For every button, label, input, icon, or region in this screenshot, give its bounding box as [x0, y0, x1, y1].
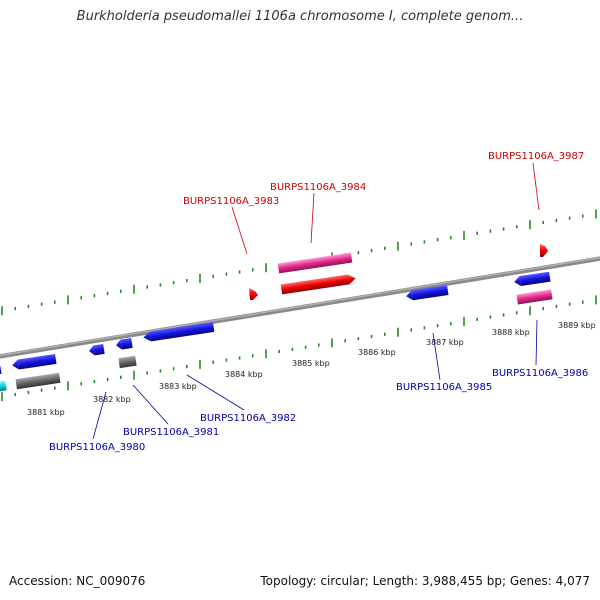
leader-line-3983	[231, 206, 248, 255]
leader-line-3982	[186, 374, 245, 411]
gene-label-3984[interactable]: BURPS1106A_3984	[270, 182, 366, 193]
leader-line-3981	[132, 384, 169, 425]
scale-label: 3881 kbp	[27, 408, 65, 417]
scale-label: 3883 kbp	[159, 382, 197, 391]
tick-track-lower	[1, 295, 597, 402]
gene-3981-blue[interactable]	[115, 338, 133, 350]
tick-track-upper	[1, 209, 597, 316]
gene-label-3982[interactable]: BURPS1106A_3982	[200, 413, 296, 424]
gene-3986-pink[interactable]	[516, 289, 553, 305]
accession-text: Accession: NC_009076	[9, 574, 146, 588]
gene-label-3983[interactable]: BURPS1106A_3983	[183, 196, 279, 207]
gene-3982-blue[interactable]	[143, 322, 215, 342]
leader-line-3985	[432, 332, 441, 381]
leader-line-3986	[535, 319, 538, 366]
gene-label-3986[interactable]: BURPS1106A_3986	[492, 368, 588, 379]
gene-3987-red[interactable]	[540, 244, 548, 257]
gene-3980-gray[interactable]	[15, 372, 61, 390]
leader-line-3980	[92, 391, 107, 440]
gene-label-3980[interactable]: BURPS1106A_3980	[49, 442, 145, 453]
leader-line-3984	[310, 192, 315, 244]
scale-label: 3889 kbp	[558, 321, 596, 330]
chromosome-backbone	[0, 256, 600, 359]
gene-3984-red[interactable]	[280, 273, 357, 295]
gene-3983-red[interactable]	[249, 288, 258, 300]
gene-blue-edge[interactable]	[0, 365, 2, 376]
leader-line-3987	[532, 162, 540, 211]
gene-cyan[interactable]	[0, 380, 7, 393]
gene-label-3981[interactable]: BURPS1106A_3981	[123, 427, 219, 438]
scale-label: 3887 kbp	[426, 338, 464, 347]
scale-label: 3888 kbp	[492, 328, 530, 337]
scale-label: 3885 kbp	[292, 359, 330, 368]
scale-label: 3886 kbp	[358, 348, 396, 357]
topology-text: Topology: circular; Length: 3,988,455 bp…	[260, 574, 590, 588]
genome-title: Burkholderia pseudomallei 1106a chromoso…	[76, 9, 524, 24]
gene-3984-pink[interactable]	[277, 252, 353, 274]
gene-3986-blue[interactable]	[513, 271, 551, 287]
gene-3980-blue[interactable]	[12, 353, 57, 370]
scale-label: 3882 kbp	[93, 395, 131, 404]
gene-3985-blue[interactable]	[406, 285, 449, 301]
gene-blue-small[interactable]	[88, 344, 105, 356]
scale-label: 3884 kbp	[225, 370, 263, 379]
gene-label-3985[interactable]: BURPS1106A_3985	[396, 382, 492, 393]
gene-3981-gray[interactable]	[118, 355, 137, 369]
gene-label-3987[interactable]: BURPS1106A_3987	[488, 151, 584, 162]
